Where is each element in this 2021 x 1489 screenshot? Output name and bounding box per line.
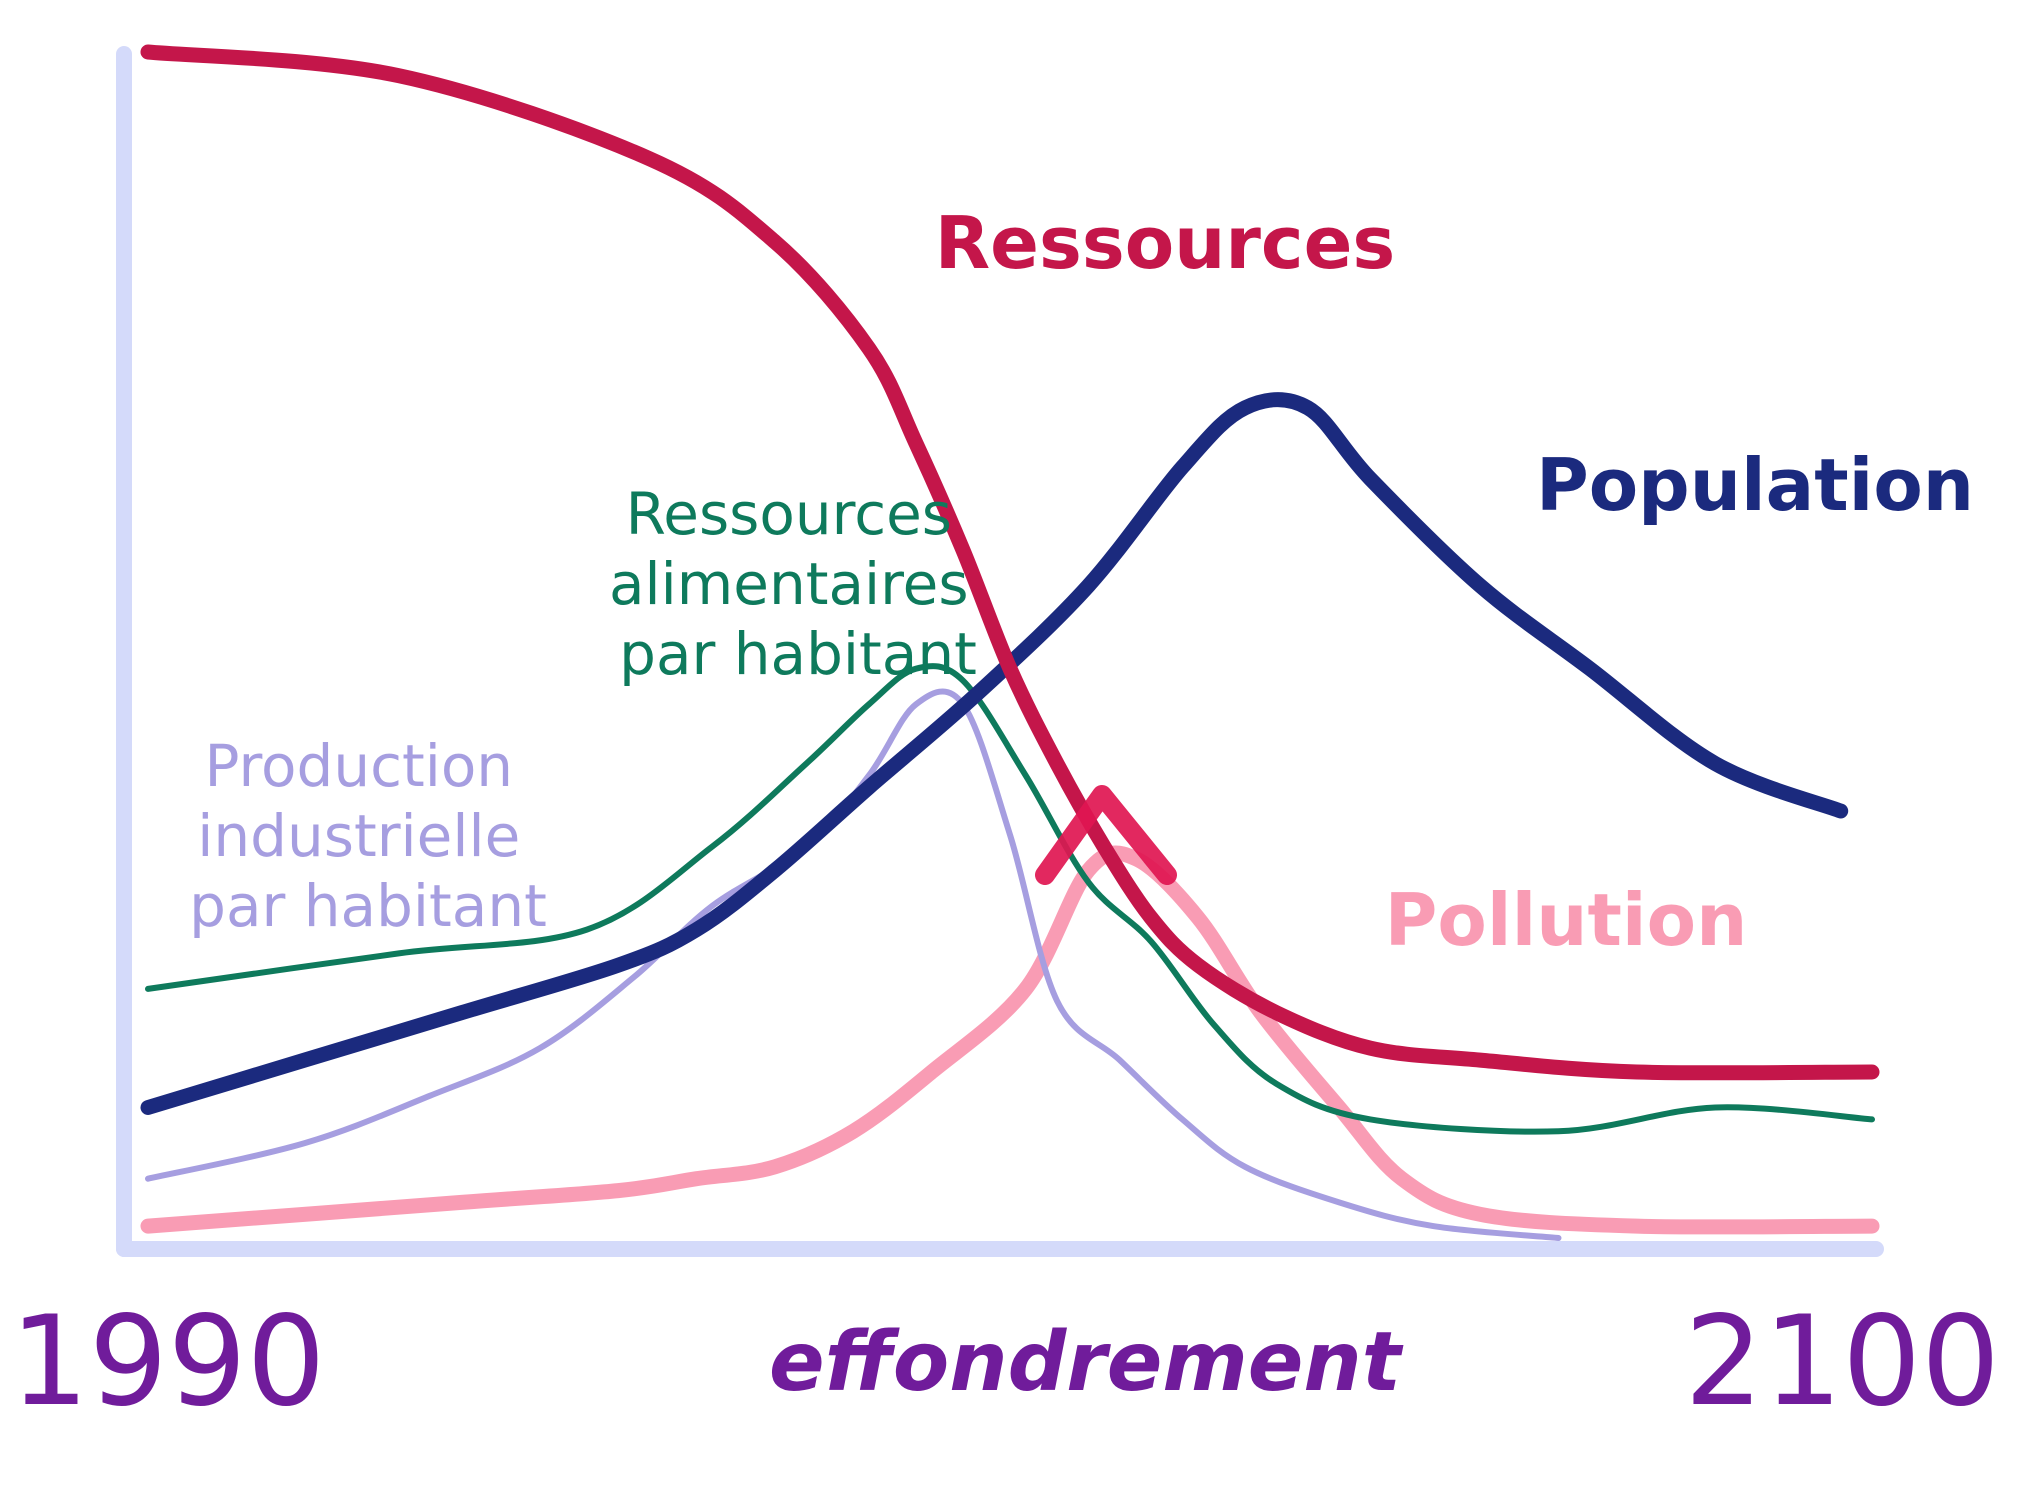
series-line-ressources [140, 44, 1880, 1081]
label-population: Population [1536, 443, 1974, 527]
label-food-line-2: alimentaires [609, 550, 969, 618]
label-ressources: Ressources [935, 201, 1396, 285]
series-line-population [140, 392, 1849, 1115]
label-industry-line-1: Production [204, 732, 513, 800]
label-pollution-line: Pollution [1385, 878, 1748, 962]
series-layer [140, 44, 1880, 1241]
collapse-arrow [1035, 785, 1177, 1310]
collapse-arrow-head [1035, 785, 1177, 885]
label-food-line-1: Ressources [626, 480, 952, 548]
label-pollution: Pollution [1385, 878, 1748, 962]
series-line-industry [145, 688, 1562, 1241]
label-industry-line-2: industrielle [197, 802, 520, 870]
year-start-label: 1990 [10, 1290, 326, 1434]
label-population-line: Population [1536, 443, 1974, 527]
label-ressources-line: Ressources [935, 201, 1396, 285]
label-food-line-3: par habitant [619, 620, 977, 688]
label-industry: Production industrielle par habitant [189, 732, 547, 940]
series-line-pollution [140, 845, 1880, 1235]
label-food: Ressources alimentaires par habitant [609, 480, 987, 688]
annotation-collapse: effondrement [769, 1315, 1404, 1410]
year-end-label: 2100 [1684, 1290, 2000, 1434]
label-industry-line-3: par habitant [189, 872, 547, 940]
series-line-food [145, 663, 1875, 1135]
